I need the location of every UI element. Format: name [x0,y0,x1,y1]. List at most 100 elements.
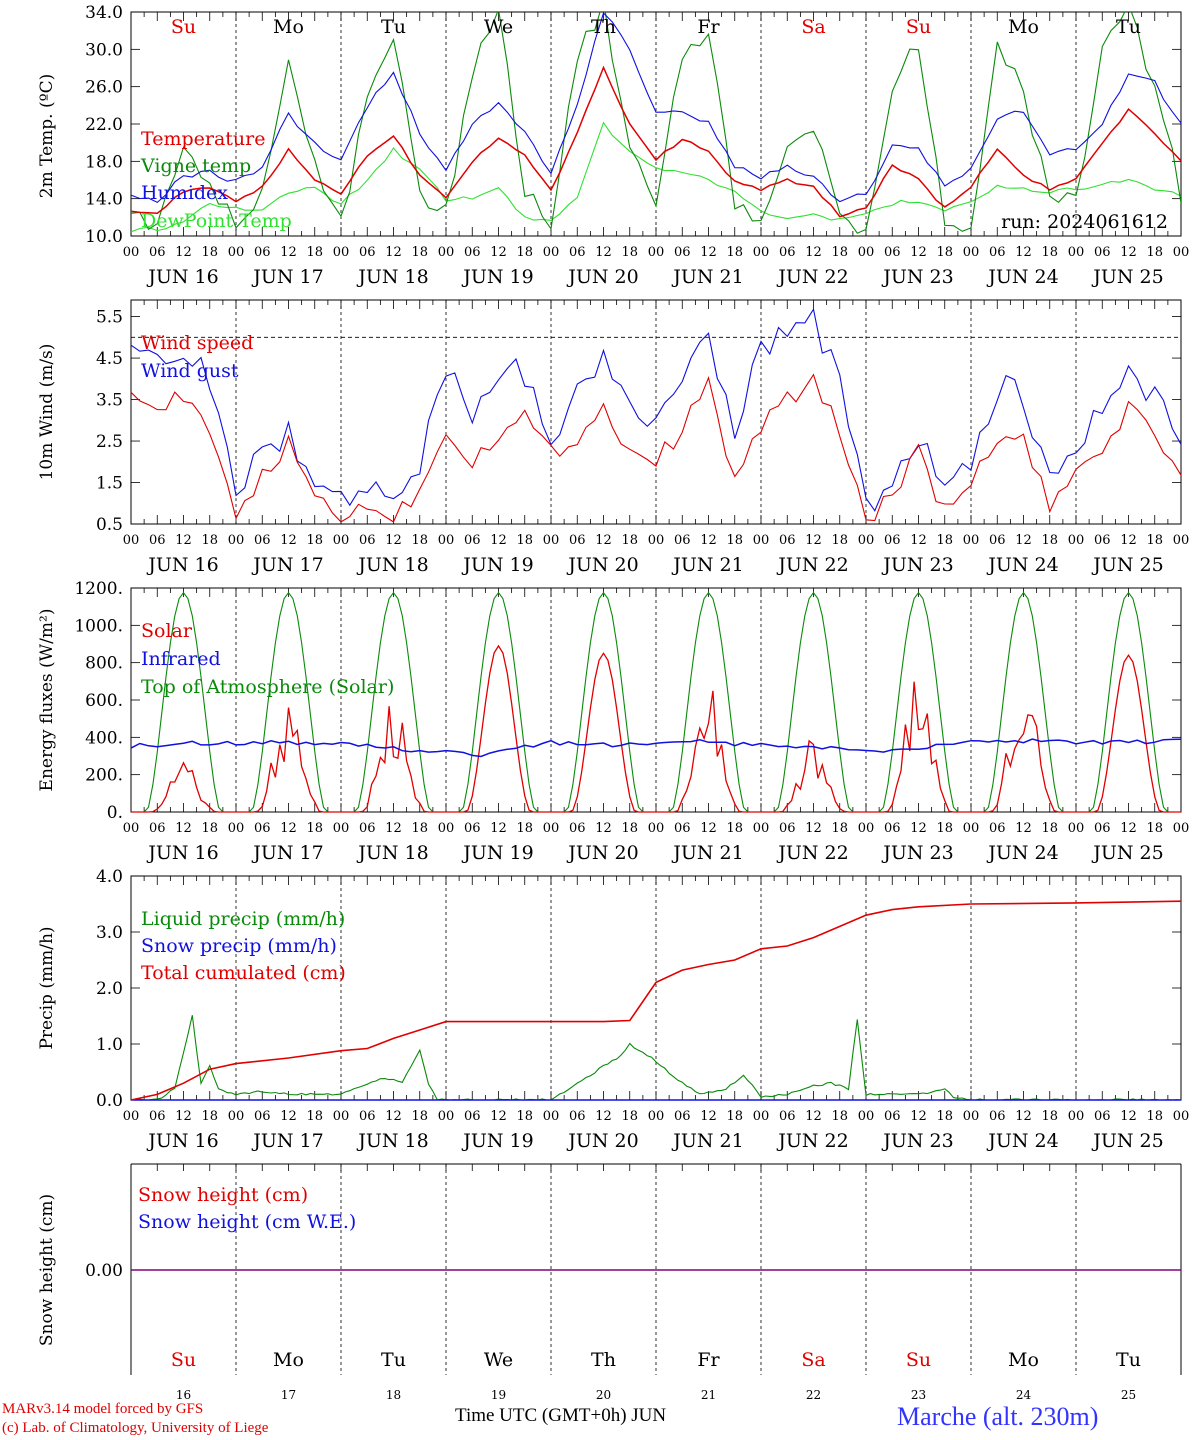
hour-tick-label: 00 [1173,821,1190,836]
weekday-label: Fr [697,1349,720,1371]
series-humidex [131,12,1181,204]
legend-top-of-atmosphere-solar: Top of Atmosphere (Solar) [141,676,394,698]
y-tick-label: 0.00 [85,1261,123,1281]
hour-tick-label: 12 [595,533,612,548]
snow-panel: 0.00 Snow height (cm) Su Mo Tu We Th Fr Sa Su Mo Tu… [37,1163,1182,1402]
y-tick-label: 1.5 [96,474,123,494]
y-tick-label: 1000. [74,616,123,636]
hour-tick-label: 06 [149,821,166,836]
hour-tick-label: 06 [464,1109,481,1124]
day-label: JUN 19 [461,266,533,288]
hour-tick-label: 12 [280,533,297,548]
weekday-label: We [484,1349,513,1371]
hour-tick-label: 00 [123,821,140,836]
day-number-label: 16 [176,1388,191,1402]
hour-tick-label: 18 [201,533,218,548]
hour-tick-label: 12 [1120,1109,1137,1124]
hour-tick-label: 00 [333,1109,350,1124]
hour-tick-label: 18 [411,1109,428,1124]
hour-tick-label: 18 [411,533,428,548]
y-tick-label: 26.0 [85,78,123,98]
hour-tick-label: 12 [1015,245,1032,260]
day-label: JUN 18 [356,554,428,576]
legend-dewpoint-temp: DewPoint Temp [141,210,292,232]
hour-tick-label: 18 [936,821,953,836]
hour-tick-label: 06 [359,821,376,836]
y-tick-label: 30.0 [85,40,123,60]
hour-tick-label: 00 [1173,245,1190,260]
hour-tick-label: 12 [280,245,297,260]
legend-wind-speed: Wind speed [141,332,253,354]
hour-tick-label: 00 [543,821,560,836]
hour-tick-label: 18 [936,245,953,260]
y-axis-label: 2m Temp. (ºC) [37,74,57,199]
hour-tick-label: 06 [254,245,271,260]
hour-tick-label: 12 [1015,1109,1032,1124]
hour-tick-label: 12 [805,533,822,548]
hour-tick-label: 00 [333,533,350,548]
hour-tick-label: 00 [228,821,245,836]
hour-tick-label: 12 [490,245,507,260]
hour-tick-label: 06 [674,533,691,548]
hour-tick-label: 18 [726,533,743,548]
hour-tick-label: 00 [333,245,350,260]
weekday-label: Th [591,16,616,38]
hour-tick-label: 18 [411,245,428,260]
hour-tick-label: 12 [490,821,507,836]
hour-tick-label: 00 [438,1109,455,1124]
hour-tick-label: 12 [910,533,927,548]
hour-tick-label: 06 [989,821,1006,836]
hour-tick-label: 00 [228,533,245,548]
day-label: JUN 24 [986,842,1058,864]
hour-tick-label: 06 [989,533,1006,548]
weekday-label: Su [906,16,931,38]
hour-tick-label: 12 [385,1109,402,1124]
day-label: JUN 21 [671,266,743,288]
hour-tick-label: 18 [201,1109,218,1124]
hour-tick-label: 12 [385,821,402,836]
y-tick-label: 5.5 [96,308,123,328]
hour-tick-label: 00 [858,821,875,836]
hour-tick-label: 06 [464,533,481,548]
weekday-label: Tu [381,1349,406,1371]
y-tick-label: 34.0 [85,3,123,23]
day-label: JUN 20 [566,554,638,576]
hour-tick-label: 00 [753,533,770,548]
day-label: JUN 23 [881,266,953,288]
precip-panel: 0.0 1.0 2.0 3.0 4.0 Precip (mm/h) 00 06 12 18 00 06… [37,867,1189,1152]
day-label: JUN 24 [986,554,1058,576]
day-number-label: 19 [491,1388,506,1402]
hour-tick-label: 18 [1146,1109,1163,1124]
day-label: JUN 16 [146,1130,218,1152]
y-tick-label: 600. [85,691,123,711]
hour-tick-label: 00 [333,821,350,836]
hour-tick-label: 12 [280,1109,297,1124]
hour-tick-label: 18 [726,821,743,836]
day-label: JUN 19 [461,1130,533,1152]
day-number-label: 24 [1016,1388,1032,1402]
hour-tick-label: 12 [280,821,297,836]
series-vigne-temp [131,12,1181,234]
hour-tick-label: 06 [779,533,796,548]
hour-tick-label: 06 [569,245,586,260]
hour-tick-label: 18 [831,245,848,260]
hour-tick-label: 12 [385,533,402,548]
hour-tick-label: 00 [543,245,560,260]
hour-tick-label: 12 [175,821,192,836]
temperature-lines [131,12,1181,234]
hour-tick-label: 12 [910,821,927,836]
hour-tick-label: 06 [359,1109,376,1124]
hour-tick-label: 18 [516,533,533,548]
legend-humidex: Humidex [141,182,228,204]
day-number-label: 20 [596,1388,611,1402]
hour-tick-label: 00 [648,1109,665,1124]
hour-tick-label: 12 [805,1109,822,1124]
weekday-label: Su [171,16,196,38]
hour-tick-label: 18 [306,1109,323,1124]
day-label: JUN 22 [776,842,848,864]
day-label: JUN 21 [671,842,743,864]
hour-tick-label: 06 [464,245,481,260]
hour-tick-label: 00 [963,821,980,836]
day-label: JUN 20 [566,266,638,288]
energy-panel: 0. 200. 400. 600. 800. 1000. 1200. Energy fluxe… [37,579,1189,864]
